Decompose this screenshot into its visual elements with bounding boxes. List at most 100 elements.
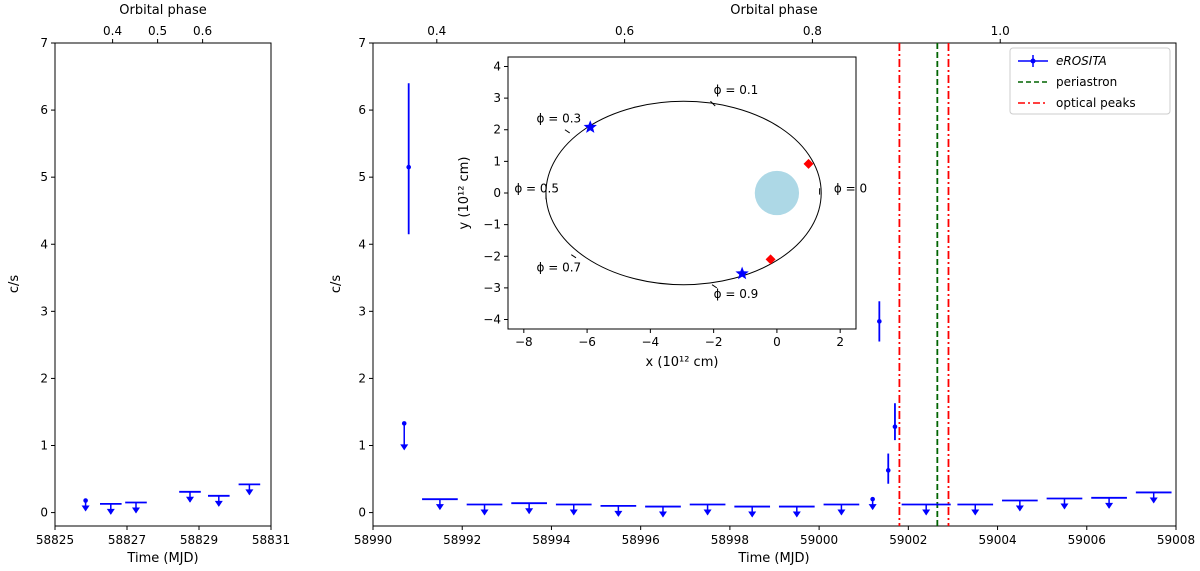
left-y-tick-label-3: 3 <box>40 304 48 318</box>
left-y-tick-label-2: 2 <box>40 371 48 385</box>
left-plot-frame <box>54 42 272 527</box>
right-upper-limit-3 <box>511 502 547 515</box>
right-detection-marker-0 <box>406 164 411 170</box>
inset-diamond-marker-1 <box>765 254 776 265</box>
inset-y-tick-label-5: 1 <box>493 154 501 168</box>
right-y-tick-label-7: 7 <box>358 36 366 50</box>
right-detection-marker-2 <box>885 468 891 473</box>
right-y-ticks: 0 1 2 3 4 5 6 7 <box>358 36 373 520</box>
left-upper-limit-1 <box>100 502 122 515</box>
inset-star-marker-1 <box>735 266 749 280</box>
inset-x-ticks: −8 −6 −4 −2 0 2 <box>515 329 844 349</box>
inset-y-tick-label-1: −3 <box>483 281 501 295</box>
right-detection-0 <box>406 83 411 235</box>
right-y-tick-label-2: 2 <box>358 371 366 385</box>
inset-diamond-marker-0 <box>803 158 814 169</box>
inset-y-tick-label-8: 4 <box>493 59 501 73</box>
right-top-axis-label: Orbital phase <box>730 3 817 18</box>
right-upper-limit-4 <box>555 503 592 516</box>
legend: eROSITA periastron optical peaks <box>1009 47 1171 115</box>
inset-y-axis-label: y (10¹² cm) <box>457 157 472 230</box>
right-detection-3 <box>892 403 898 441</box>
right-upper-limit-12 <box>901 503 951 516</box>
right-upper-limit-arrow-14 <box>1015 505 1024 512</box>
right-upper-limit-arrow-7 <box>703 509 712 516</box>
right-upper-limit-6 <box>645 505 681 518</box>
left-upper-limit-3 <box>179 490 201 503</box>
right-x-tick-label-8: 59006 <box>1068 533 1106 547</box>
inset-y-tick-label-3: −1 <box>483 218 501 232</box>
left-upper-limit-4 <box>208 494 230 507</box>
left-upper-limit-5 <box>238 483 261 496</box>
legend-erosita-marker <box>1030 58 1036 64</box>
right-x-tick-label-0: 58990 <box>354 533 392 547</box>
left-y-ticks: 0 1 2 3 4 5 6 7 <box>40 36 55 520</box>
inset-companion-star <box>754 170 800 216</box>
inset-x-tick-label-0: −8 <box>515 335 533 349</box>
inset-x-tick-label-1: −6 <box>578 335 596 349</box>
inset-phase-label-0: ϕ = 0.1 <box>714 83 759 97</box>
inset-star-marker-0 <box>583 120 597 133</box>
right-x-ticks: 58990 58992 58994 58996 58998 59000 59002 59004… <box>354 526 1195 547</box>
right-upper-limit-arrow-11 <box>868 504 877 511</box>
right-upper-limit-arrow-6 <box>658 511 667 518</box>
right-x-tick-label-2: 58994 <box>532 533 570 547</box>
right-y-tick-label-3: 3 <box>358 304 366 318</box>
inset-orbit-data: ϕ = 0.1 ϕ = 0.3 ϕ = 0.5 ϕ = 0 ϕ = 0.7 ϕ = 0.9 <box>514 83 867 301</box>
right-vertical-lines <box>898 43 950 526</box>
inset-phase-tick-1 <box>564 129 570 134</box>
left-x-ticks: 58825 58827 58829 58831 <box>36 526 290 547</box>
right-upper-limit-7 <box>689 503 726 516</box>
legend-entry-optical: optical peaks <box>1018 96 1136 110</box>
left-y-tick-label-6: 6 <box>40 103 48 117</box>
right-detection-1 <box>877 301 882 342</box>
left-upper-limit-arrow-5 <box>245 489 254 496</box>
inset-phase-label-3: ϕ = 0 <box>834 181 867 195</box>
right-x-tick-label-5: 59000 <box>800 533 838 547</box>
inset-x-tick-label-2: −4 <box>642 335 660 349</box>
left-top-axis-label: Orbital phase <box>119 3 206 18</box>
legend-optical-label: optical peaks <box>1056 96 1136 110</box>
left-upper-limit-0 <box>81 498 90 512</box>
right-upper-limit-11 <box>868 496 877 511</box>
legend-entry-erosita: eROSITA <box>1018 54 1107 68</box>
left-x-axis-label: Time (MJD) <box>126 551 198 566</box>
left-y-tick-label-0: 0 <box>40 506 48 520</box>
right-upper-limit-arrow-5 <box>614 510 623 517</box>
inset-y-tick-label-4: 0 <box>493 186 501 200</box>
left-y-tick-label-5: 5 <box>40 170 48 184</box>
legend-entry-periastron: periastron <box>1018 75 1117 89</box>
left-upper-limit-arrow-3 <box>186 496 194 503</box>
right-upper-limit-8 <box>734 505 771 518</box>
right-upper-limit-10 <box>823 503 860 516</box>
right-upper-limit-arrow-0 <box>400 444 409 451</box>
right-x-axis-label: Time (MJD) <box>737 551 809 566</box>
left-x-tick-label-2: 58829 <box>180 533 218 547</box>
right-plot-frame <box>372 42 1177 527</box>
inset-x-tick-label-4: 0 <box>773 335 781 349</box>
inset-y-tick-label-2: −2 <box>483 249 501 263</box>
left-x-tick-label-3: 58831 <box>252 533 290 547</box>
left-upper-limit-2 <box>125 501 147 514</box>
right-upper-limit-arrow-3 <box>525 508 534 515</box>
right-upper-limit-16 <box>1091 496 1127 509</box>
right-y-tick-label-6: 6 <box>358 103 366 117</box>
right-upper-limit-5 <box>600 504 637 517</box>
right-top-tick-label-0: 0.4 <box>427 24 446 38</box>
right-upper-limit-0 <box>400 421 409 451</box>
right-x-tick-label-6: 59002 <box>889 533 927 547</box>
inset-phase-tick-5 <box>711 284 718 289</box>
left-upper-limit-arrow-2 <box>132 507 140 514</box>
right-top-tick-label-2: 0.8 <box>803 24 822 38</box>
inset-y-tick-label-6: 2 <box>493 123 501 137</box>
right-y-tick-label-0: 0 <box>358 506 366 520</box>
left-top-tick-label-0: 0.4 <box>103 24 122 38</box>
inset-y-ticks: −4 −3 −2 −1 0 1 2 3 4 <box>483 59 508 327</box>
left-x-tick-label-0: 58825 <box>36 533 74 547</box>
right-upper-limit-arrow-17 <box>1149 497 1158 504</box>
left-x-tick-label-1: 58827 <box>108 533 146 547</box>
left-top-ticks: 0.4 0.5 0.6 <box>103 24 212 43</box>
